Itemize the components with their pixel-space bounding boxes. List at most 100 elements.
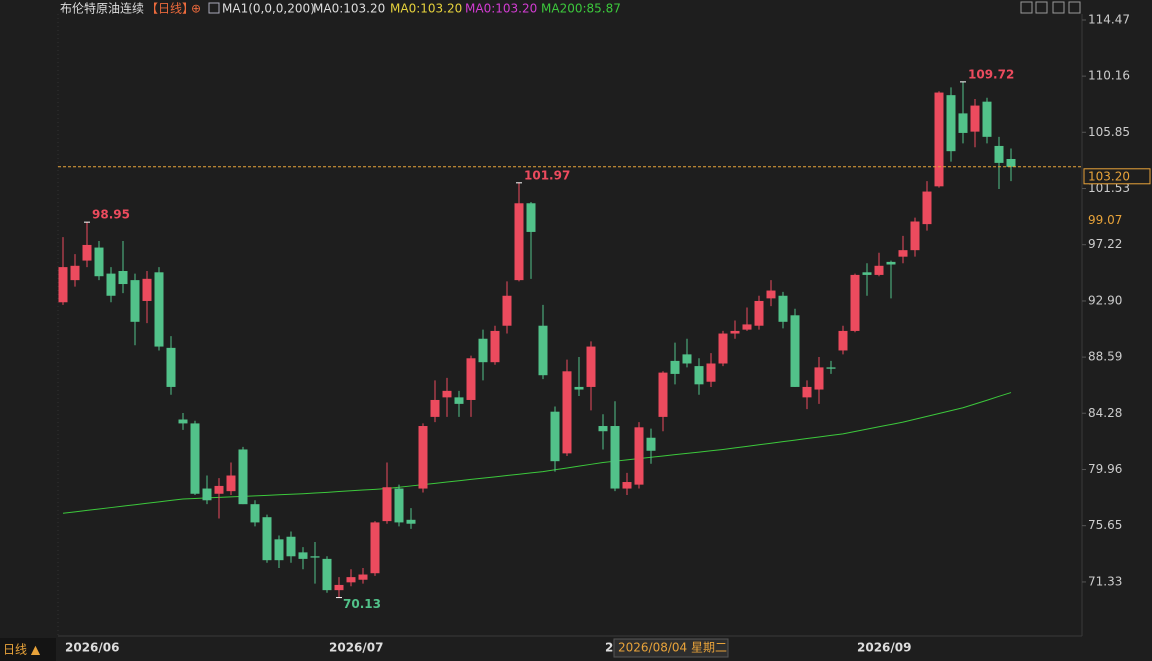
last-price-box [1083, 168, 1151, 185]
candle-body [286, 536, 296, 557]
candle-body [646, 437, 656, 451]
x-tick-label: 2026/06 [65, 641, 119, 655]
tool-button[interactable] [1052, 1, 1065, 14]
candle-body [142, 278, 152, 301]
candle-body [742, 324, 752, 330]
crosshair-date-box [613, 638, 729, 658]
candle-body [922, 191, 932, 225]
last-price-label: 103.20 [1088, 169, 1130, 183]
candle-body [574, 386, 584, 390]
candle-body [214, 485, 224, 494]
candle-body [478, 338, 488, 363]
indicator-icon[interactable] [208, 2, 220, 14]
candle-body [418, 426, 428, 489]
crosshair-date: 2026/08/04 星期二 [618, 641, 727, 655]
tool-button[interactable] [1068, 1, 1081, 14]
add-icon[interactable]: ⊕ [191, 2, 201, 16]
candle-body [598, 426, 608, 432]
candle-body [1006, 158, 1016, 167]
y-tick-label: 105.85 [1088, 125, 1130, 139]
symbol: 布伦特原油连续 [60, 1, 144, 16]
y-tick-label: 79.96 [1088, 462, 1122, 476]
candle-body [538, 325, 548, 376]
period-button-bg[interactable] [0, 638, 56, 661]
y-tick-label: 110.16 [1088, 69, 1130, 83]
candle-body [226, 475, 236, 492]
candle-body [346, 577, 356, 583]
toolbar [1020, 1, 1081, 14]
candle-body [166, 347, 176, 387]
candle-body [406, 519, 416, 524]
candle-body [94, 247, 104, 277]
candle-body [118, 271, 128, 285]
period-button[interactable]: 日线 ▲ [3, 643, 41, 657]
candle-body [958, 113, 968, 133]
candle-body [70, 265, 80, 281]
candle-body [310, 556, 320, 558]
y-tick-label: 114.47 [1088, 12, 1130, 26]
candle-body [970, 105, 980, 132]
candle-body [838, 330, 848, 351]
candle-body [682, 354, 692, 364]
extreme-label: 101.97 [524, 168, 570, 182]
y-tick-label: 71.33 [1088, 574, 1122, 588]
candle-body [622, 482, 632, 489]
candle-body [934, 92, 944, 187]
candle-body [454, 397, 464, 404]
x-tick-label: 2026/07 [329, 641, 383, 655]
candle-body [874, 265, 884, 275]
candle-body [946, 95, 956, 152]
candle-body [718, 333, 728, 364]
y-tick-label: 92.90 [1088, 293, 1122, 307]
y-tick-label: 101.53 [1088, 181, 1130, 195]
candle-body [826, 367, 836, 369]
candle-body [502, 295, 512, 326]
candle-body [154, 272, 164, 347]
indicator-label: MA0:103.20 [390, 2, 462, 16]
candle-body [466, 358, 476, 400]
extreme-label: 70.13 [343, 597, 381, 611]
candle-body [586, 346, 596, 387]
period: 【日线】 [146, 2, 194, 16]
y-tick-label: 97.22 [1088, 237, 1122, 251]
candle-body [442, 390, 452, 398]
extreme-label: 98.95 [92, 208, 130, 222]
candle-body [670, 360, 680, 374]
candle-body [106, 273, 116, 296]
candle-body [994, 145, 1004, 163]
candle-body [514, 203, 524, 281]
candle-body [862, 272, 872, 275]
indicator-label: MA0:103.20 [465, 2, 537, 16]
ma-line [62, 392, 1012, 514]
candle-body [754, 300, 764, 326]
candle-body [694, 366, 704, 385]
tool-button[interactable] [1035, 1, 1048, 14]
candle-body [274, 539, 284, 561]
candle-body [238, 449, 248, 505]
candle-body [178, 419, 188, 424]
candle-body [778, 295, 788, 322]
candle-body [262, 517, 272, 561]
candle-body [82, 244, 92, 261]
candle-body [58, 267, 68, 303]
candle-body [130, 280, 140, 322]
candle-body [298, 552, 308, 559]
x-tick-label: 2026/09 [857, 641, 911, 655]
candle-body [850, 274, 860, 331]
candle-body [430, 399, 440, 417]
candle-body [370, 522, 380, 574]
reference-price: 99.07 [1088, 213, 1122, 227]
candle-body [250, 504, 260, 523]
candle-body [730, 330, 740, 334]
candle-body [322, 558, 332, 591]
indicator-label: MA1(0,0,0,200) [222, 2, 315, 16]
candle-body [910, 221, 920, 251]
candle-body [898, 250, 908, 257]
candle-body [382, 487, 392, 522]
tool-button[interactable] [1020, 1, 1033, 14]
candle-body [202, 488, 212, 501]
candle-body [766, 290, 776, 299]
